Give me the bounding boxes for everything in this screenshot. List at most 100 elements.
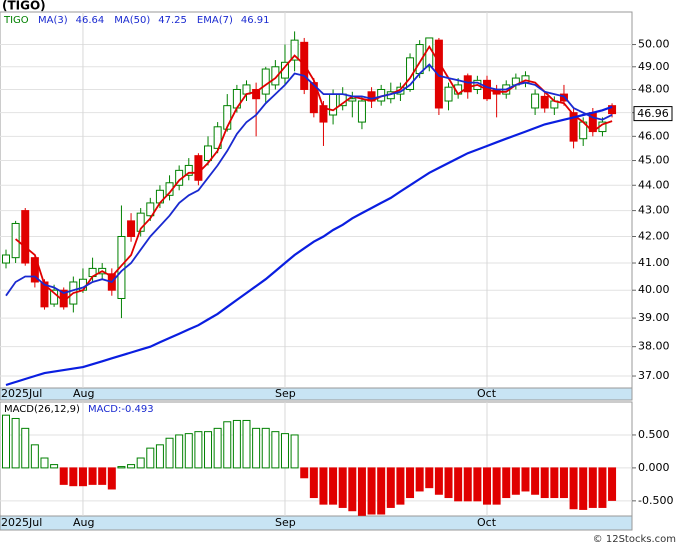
macd-bar	[69, 467, 78, 487]
y-tick-label: 38.00	[638, 340, 670, 353]
grid	[0, 12, 636, 516]
candle-body	[2, 254, 10, 264]
candle-body	[357, 100, 366, 123]
macd-bar	[300, 467, 309, 479]
macd-title: MACD(26,12,9)	[4, 404, 80, 415]
macd-bar	[242, 419, 251, 469]
legend-value: 47.25	[158, 15, 187, 26]
candle-body	[540, 95, 549, 109]
y-tick-label: 48.00	[638, 82, 670, 95]
last-price-label: 46.96	[637, 107, 669, 120]
candle-body	[252, 88, 261, 100]
macd-bar	[117, 466, 126, 469]
macd-bar	[444, 467, 453, 499]
macd-bar	[454, 467, 463, 502]
candle-body	[569, 112, 578, 142]
x-tick-label: Aug	[73, 387, 94, 400]
y-tick-label: 45.00	[638, 154, 670, 167]
candle-body	[146, 202, 155, 217]
macd-bar	[531, 467, 540, 495]
candle-body	[127, 220, 136, 237]
macd-bar	[78, 467, 87, 487]
legend-name: EMA(7)	[197, 15, 233, 26]
macd-bar	[280, 433, 289, 469]
macd-bar	[579, 467, 588, 510]
macd-bar	[213, 427, 222, 469]
macd-bar	[329, 467, 338, 505]
macd-bar	[40, 457, 49, 469]
macd-bar	[483, 467, 491, 505]
macd-bar	[386, 467, 395, 508]
y-tick-label: 44.00	[638, 178, 670, 191]
macd-bar	[175, 434, 184, 469]
x-tick-label: Aug	[73, 516, 94, 529]
legend-name: MA(3)	[38, 15, 68, 26]
macd-bar	[502, 467, 511, 499]
macd-bar	[127, 464, 136, 469]
candle-body	[444, 86, 453, 102]
candle-body	[290, 39, 299, 61]
macd-bar	[290, 434, 299, 469]
macd-bar	[338, 467, 347, 508]
macd-bar	[550, 467, 559, 499]
y-tick-label: 50.00	[638, 38, 670, 51]
macd-bar	[261, 427, 270, 469]
macd-bar	[348, 467, 357, 512]
macd-bar	[511, 467, 520, 495]
candle-body	[204, 145, 213, 162]
macd-bar	[434, 467, 443, 495]
macd-bar	[232, 419, 241, 469]
macd-bar	[367, 467, 376, 515]
macd-bar	[521, 467, 530, 492]
y-tick-label: 41.00	[638, 256, 670, 269]
x-tick-label: Oct	[477, 516, 497, 529]
x-tick-label: Sep	[275, 516, 296, 529]
macd-bar	[30, 444, 39, 469]
macd-bar	[608, 467, 617, 501]
macd-bar	[463, 467, 472, 502]
candle-body	[271, 66, 280, 86]
candle-body	[11, 222, 20, 259]
macd-bar	[252, 427, 261, 469]
macd-bar	[473, 467, 482, 502]
y-tick-label: 0.000	[638, 461, 670, 474]
macd-bar	[377, 467, 386, 515]
candle-body	[184, 164, 193, 176]
macd-bar	[194, 431, 203, 469]
x-tick-label: 2025Jul	[1, 387, 42, 400]
macd-bar	[107, 467, 116, 490]
indicator-line	[5, 105, 613, 387]
x-tick-label: Sep	[275, 387, 296, 400]
macd-bar	[559, 467, 568, 499]
macd-bar	[204, 431, 213, 469]
macd-bar	[425, 467, 434, 489]
macd-bar	[146, 447, 155, 469]
candle-body	[531, 93, 540, 109]
y-tick-label: 0.500	[638, 428, 670, 441]
y-tick-label: 49.00	[638, 60, 670, 73]
footer: © 12Stocks.com	[593, 534, 676, 545]
macd-bar	[155, 444, 164, 469]
macd-panel	[0, 401, 633, 531]
y-tick-label: 42.00	[638, 229, 670, 242]
chart-title: (TIGO)	[2, 0, 46, 13]
macd-bar	[271, 431, 280, 469]
y-tick-label: 46.00	[638, 129, 670, 142]
macd-bar	[88, 467, 97, 485]
candle-body	[329, 93, 338, 116]
macd-bar	[98, 467, 107, 485]
macd-bar	[11, 417, 20, 469]
indicator-line	[5, 63, 613, 297]
macd-bar	[50, 464, 59, 469]
y-tick-label: 40.00	[638, 283, 670, 296]
candle-body	[261, 68, 270, 95]
y-tick-label: 39.00	[638, 311, 670, 324]
macd-bar	[184, 433, 193, 469]
macd-bar	[59, 467, 68, 485]
macd-bar	[415, 467, 424, 492]
y-tick-label: -0.500	[638, 494, 673, 507]
macd-bar	[223, 421, 232, 469]
x-tick-label: Oct	[477, 387, 497, 400]
